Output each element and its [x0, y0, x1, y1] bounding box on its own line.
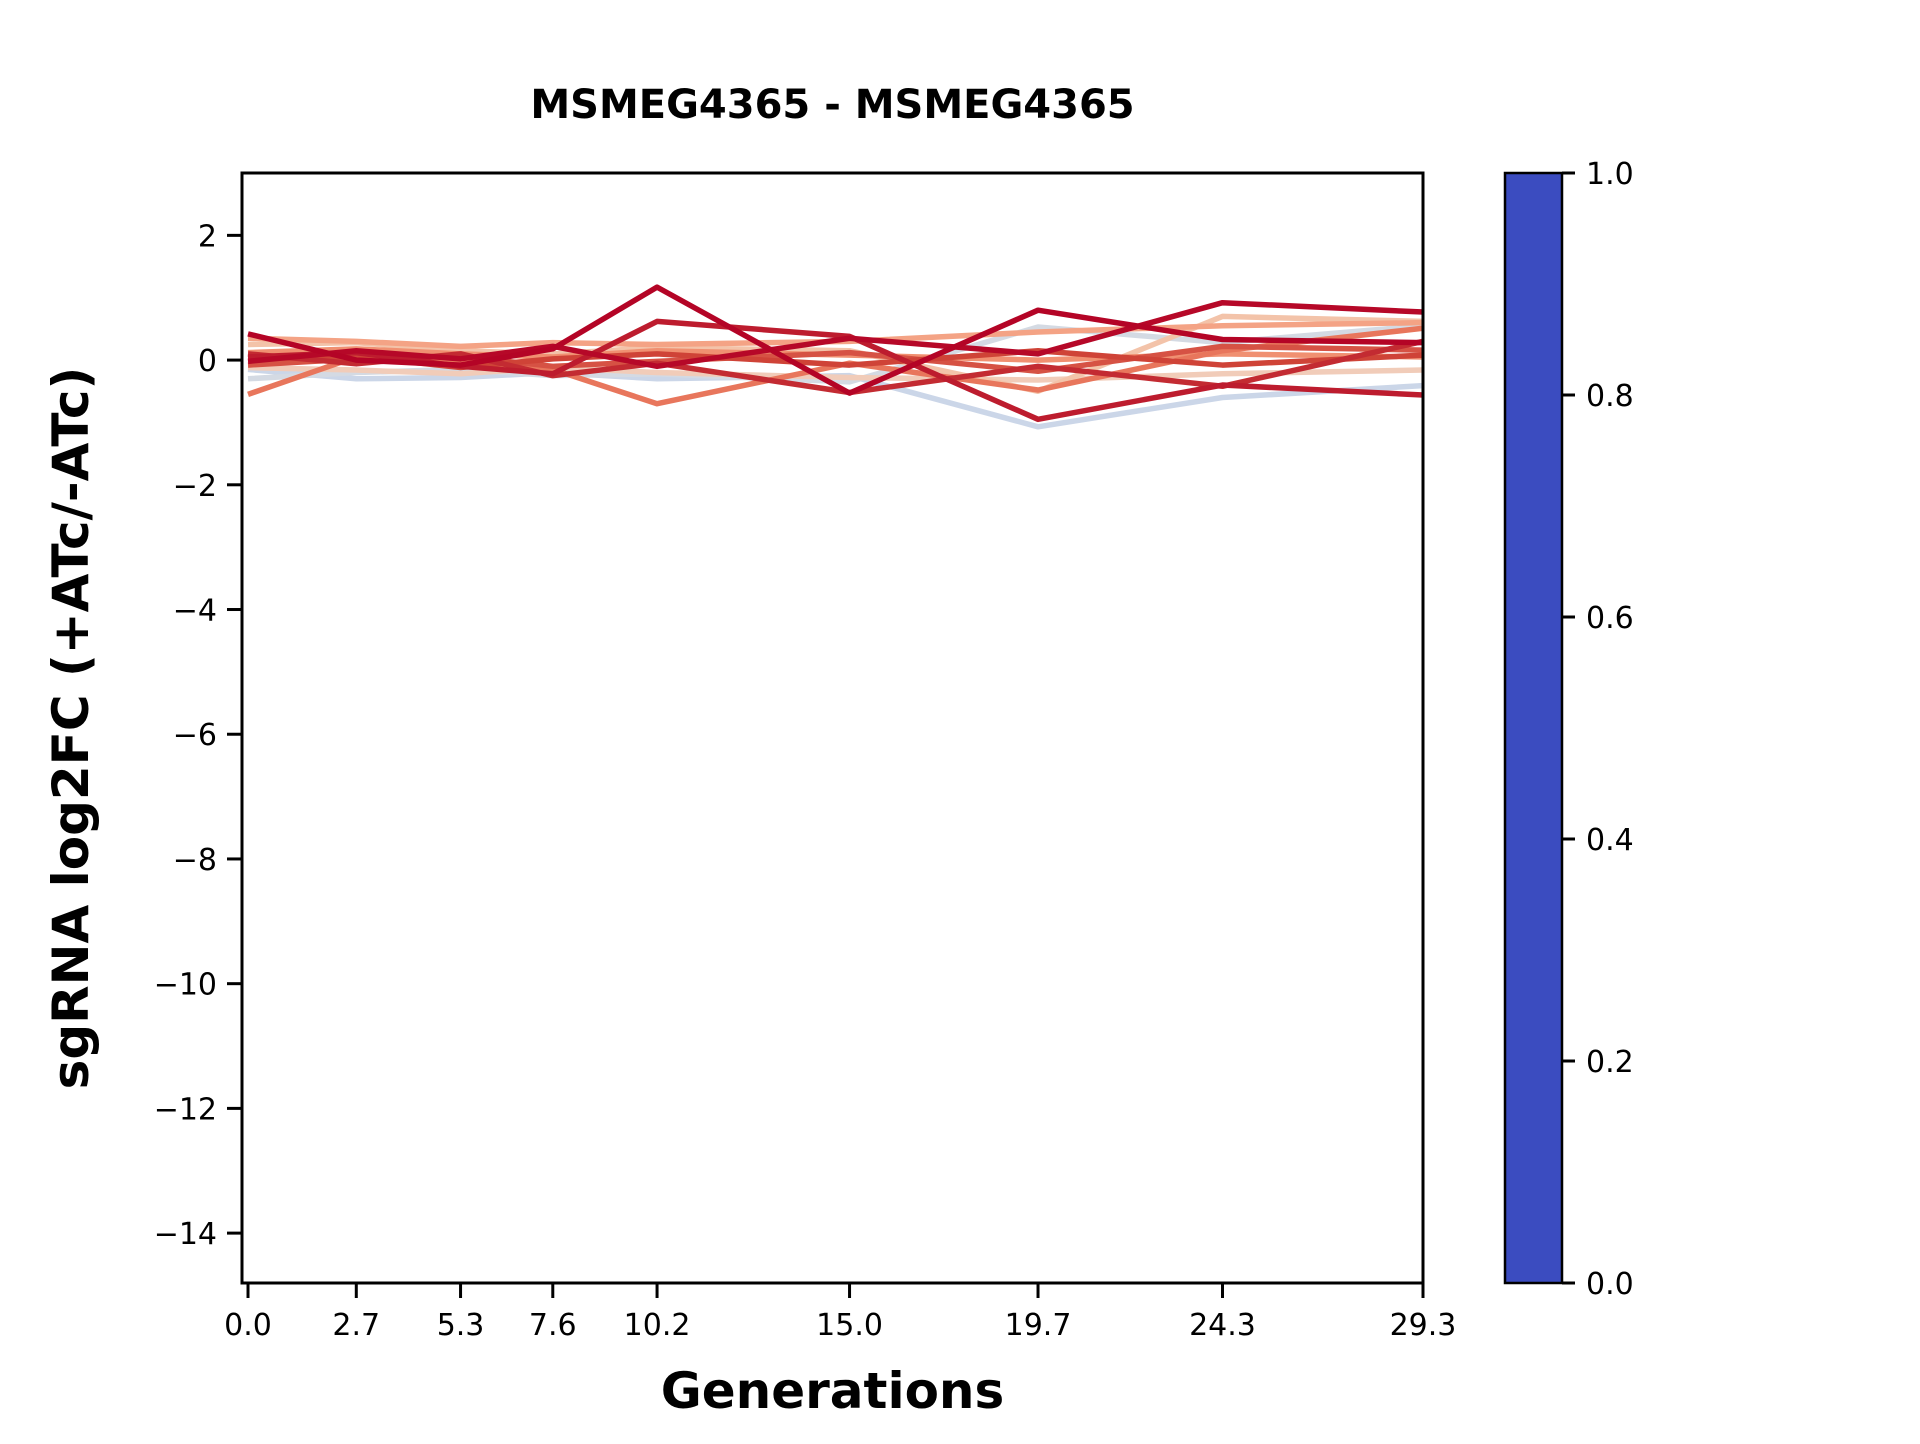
colorbar-tick-label: 0.4: [1586, 823, 1634, 858]
series-line-3: [247, 364, 1423, 383]
x-tick-label: 5.3: [437, 1308, 485, 1343]
y-axis-ticks: 2 0 −2 −4 −6 −8 −10 −12 −14: [154, 219, 242, 1252]
y-tick-label: 0: [198, 344, 217, 379]
series-line-12: [247, 299, 1423, 370]
colorbar-gradient: [1503, 171, 1564, 1285]
colorbar-tick-label: 0.2: [1586, 1045, 1634, 1080]
series-line-11: [247, 318, 1423, 423]
y-tick-label: 2: [198, 219, 217, 254]
series-line-13: [247, 284, 1423, 396]
x-axis-ticks: 0.0 2.7 5.3 7.6 10.2 15.0 19.7 24.3 29.3: [224, 1283, 1456, 1343]
x-tick-label: 7.6: [529, 1308, 577, 1343]
x-tick-label: 19.7: [1005, 1308, 1072, 1343]
x-tick-label: 24.3: [1189, 1308, 1256, 1343]
x-tick-label: 2.7: [332, 1308, 380, 1343]
chart-title: MSMEG4365 - MSMEG4365: [530, 82, 1134, 128]
y-tick-label: −14: [154, 1217, 217, 1252]
x-tick-label: 10.2: [624, 1308, 691, 1343]
y-tick-label: −6: [173, 718, 217, 753]
plot-border: [240, 171, 1425, 1285]
colorbar-tick-label: 0.0: [1586, 1267, 1634, 1302]
colorbar-tick-label: 0.8: [1586, 379, 1634, 414]
y-tick-label: −12: [154, 1092, 217, 1127]
x-tick-label: 15.0: [816, 1308, 883, 1343]
x-tick-label: 29.3: [1390, 1308, 1457, 1343]
colorbar-tick-label: 1.0: [1586, 157, 1634, 192]
series-layer: [247, 284, 1423, 430]
y-tick-label: −8: [173, 843, 217, 878]
x-tick-label: 0.0: [224, 1308, 272, 1343]
y-tick-label: −2: [173, 469, 217, 504]
colorbar: 0.0 0.2 0.4 0.6 0.8 1.0: [1503, 157, 1634, 1302]
series-line-1: [247, 366, 1423, 430]
colorbar-tick-label: 0.6: [1586, 601, 1634, 636]
y-tick-label: −10: [154, 968, 217, 1003]
colorbar-ticks: 0.0 0.2 0.4 0.6 0.8 1.0: [1562, 157, 1634, 1302]
y-tick-label: −4: [173, 594, 217, 629]
x-axis-label: Generations: [661, 1362, 1005, 1420]
y-axis-label: sgRNA log2FC (+ATc/-ATc): [42, 367, 100, 1090]
